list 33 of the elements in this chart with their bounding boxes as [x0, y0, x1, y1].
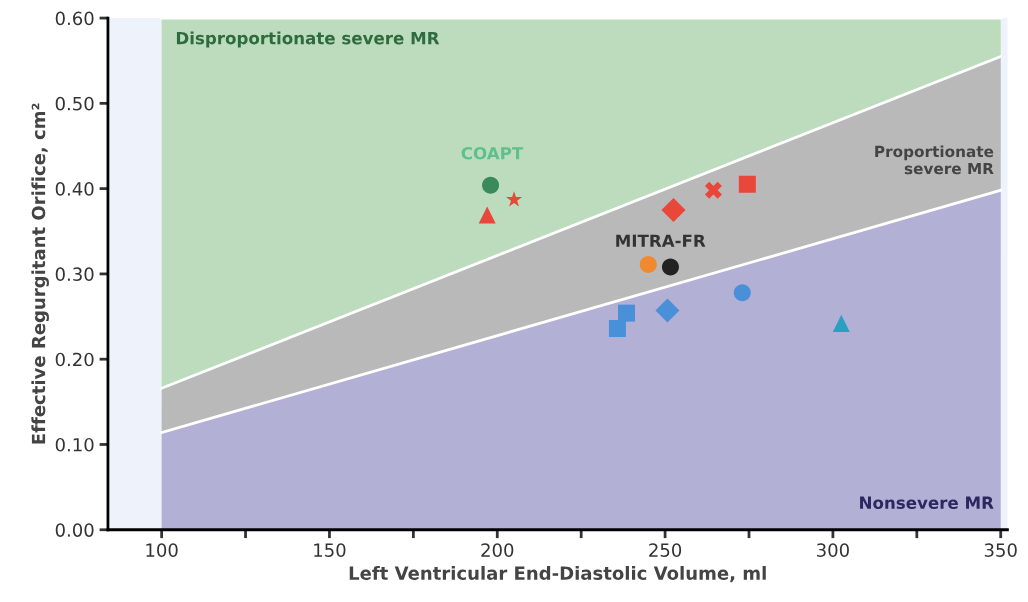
annotation: COAPT	[461, 146, 524, 160]
x-tick-label: 150	[314, 543, 346, 557]
y-tick-label: 0.30	[55, 267, 94, 282]
point	[655, 298, 680, 323]
y-tick-label: 0.00	[55, 523, 94, 537]
point	[617, 304, 635, 322]
annotation: MITRA-FR	[616, 234, 706, 247]
y-tick-label: 0.60	[55, 11, 94, 26]
point	[661, 258, 679, 276]
point	[704, 181, 722, 199]
y-tick-label: 0.20	[55, 352, 94, 367]
x-tick-label: 350	[984, 543, 1017, 557]
point	[738, 175, 756, 193]
x-tick-label: 250	[649, 543, 682, 557]
point	[482, 176, 500, 194]
x-axis-title: Left Ventricular End-Diastolic Volume, ml	[349, 565, 766, 583]
annotation: Nonsevere MR	[860, 496, 994, 510]
y-tick-label: 0.50	[55, 96, 94, 111]
point	[608, 319, 626, 337]
annotation: Proportionate severe MR	[875, 145, 994, 175]
point	[832, 314, 850, 332]
x-tick-label: 100	[146, 543, 178, 557]
point	[505, 191, 523, 207]
point	[661, 197, 686, 222]
annotation: Disproportionate severe MR	[176, 31, 440, 48]
y-axis-title: Effective Regurgitant Orifice, cm²	[31, 103, 49, 444]
x-tick-label: 200	[481, 543, 514, 557]
x-tick-label: 300	[817, 543, 849, 557]
y-tick-label: 0.10	[55, 437, 94, 452]
point	[478, 206, 496, 224]
point	[639, 256, 657, 274]
point	[733, 284, 751, 302]
y-tick-label: 0.40	[55, 182, 94, 196]
